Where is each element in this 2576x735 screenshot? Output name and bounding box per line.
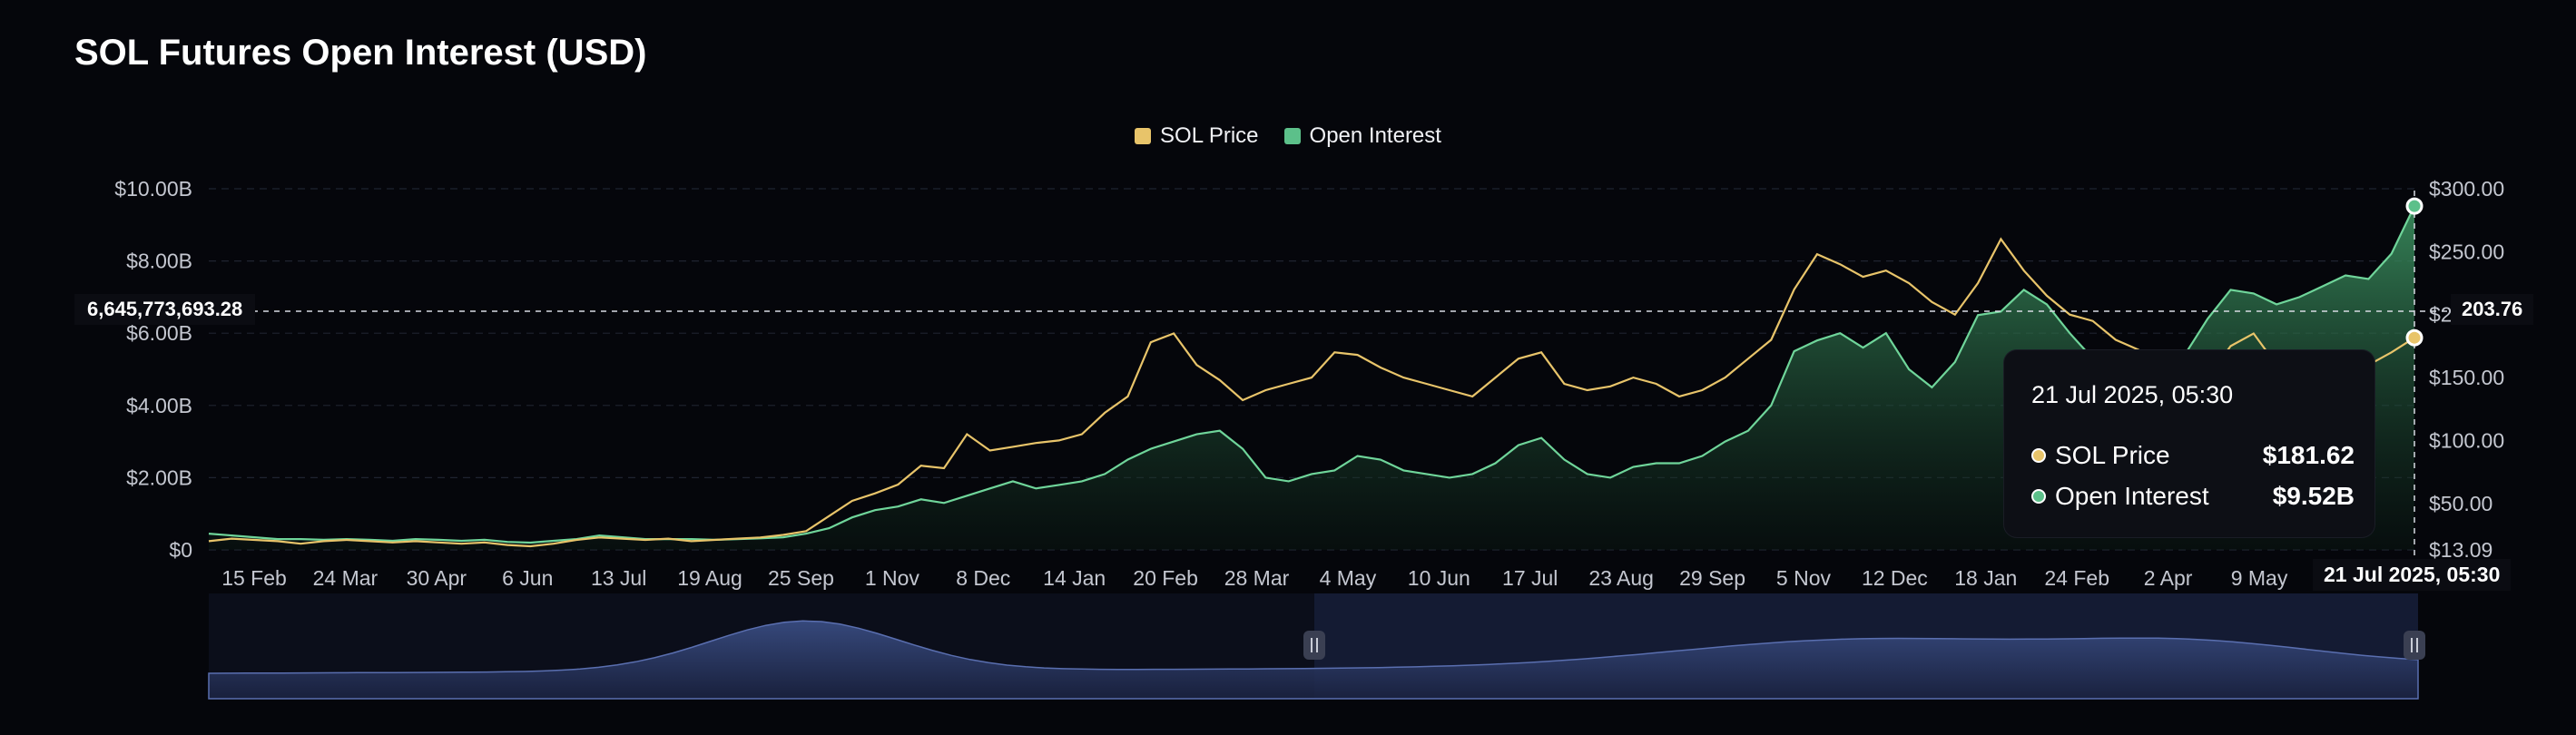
- x-tick-label: 8 Dec: [956, 566, 1010, 590]
- x-tick-label: 24 Feb: [2044, 566, 2109, 590]
- open-interest-area: [209, 206, 2414, 550]
- tooltip-row-open-interest: Open Interest $9.52B: [2031, 482, 2355, 511]
- y-left-tick-label: $2.00B: [126, 466, 192, 489]
- sol-price-marker: [2405, 328, 2424, 347]
- handle-grip[interactable]: [2404, 631, 2425, 660]
- crosshair-date-label: 21 Jul 2025, 05:30: [2313, 559, 2512, 591]
- handle-grip[interactable]: [1303, 631, 1325, 660]
- legend-swatch-sol-price: [1135, 128, 1152, 144]
- x-axis: 15 Feb 24 Mar 30 Apr 6 Jun 13 Jul 19 Aug 25 Se…: [221, 566, 2362, 590]
- navigator-area: [208, 620, 2419, 700]
- x-tick-label: 25 Sep: [768, 566, 834, 590]
- x-tick-label: 9 May: [2231, 566, 2288, 590]
- tooltip-value-sol-price: $181.62: [2262, 441, 2355, 469]
- legend-label-open-interest: Open Interest: [1309, 123, 1441, 148]
- y-right-tick-label: $150.00: [2429, 366, 2504, 389]
- y-right-tick-label: $50.00: [2429, 492, 2492, 515]
- y-right-tick-label: $300.00: [2429, 177, 2504, 201]
- x-tick-label: 13 Jul: [591, 566, 646, 590]
- x-tick-label: 12 Dec: [1862, 566, 1928, 590]
- open-interest-marker: [2405, 197, 2424, 215]
- tooltip-dot-sol-price: [2031, 448, 2046, 463]
- tooltip-label-sol-price: SOL Price: [2055, 441, 2170, 469]
- range-navigator[interactable]: [208, 593, 2425, 700]
- legend: SOL Price Open Interest: [0, 123, 2576, 149]
- x-tick-label: 5 Nov: [1776, 566, 1832, 590]
- x-tick-label: 14 Jan: [1043, 566, 1106, 590]
- x-tick-label: 19 Aug: [677, 566, 742, 590]
- navigator-handle-left[interactable]: [1303, 631, 1325, 660]
- y-left-tick-label: $10.00B: [114, 177, 192, 201]
- legend-item-sol-price[interactable]: SOL Price: [1135, 123, 1259, 149]
- sol-price-line: [208, 237, 2415, 548]
- y-axis-left: $0 $2.00B $4.00B $6.00B $8.00B $10.00B: [114, 177, 192, 562]
- x-tick-label: 23 Aug: [1588, 566, 1654, 590]
- y-left-tick-label: $4.00B: [126, 394, 192, 417]
- tooltip-value-open-interest: $9.52B: [2272, 482, 2355, 510]
- crosshair-left-label: 6,645,773,693.28: [74, 294, 256, 325]
- x-tick-label: 28 Mar: [1224, 566, 1290, 590]
- x-tick-label: 15 Feb: [221, 566, 287, 590]
- navigator-handle-right[interactable]: [2404, 631, 2425, 660]
- tooltip-dot-open-interest: [2031, 489, 2046, 504]
- x-tick-label: 6 Jun: [502, 566, 553, 590]
- tooltip: 21 Jul 2025, 05:30 SOL Price $181.62 Ope…: [2004, 350, 2374, 537]
- tooltip-title: 21 Jul 2025, 05:30: [2031, 381, 2234, 408]
- legend-label-sol-price: SOL Price: [1160, 123, 1259, 148]
- x-tick-label: 10 Jun: [1408, 566, 1470, 590]
- tooltip-label-open-interest: Open Interest: [2055, 482, 2209, 510]
- x-tick-label: 2 Apr: [2144, 566, 2193, 590]
- x-tick-label: 4 May: [1320, 566, 1377, 590]
- y-left-tick-label: $6.00B: [126, 321, 192, 345]
- page-title: SOL Futures Open Interest (USD): [74, 33, 647, 73]
- y-axis-right: $13.09$50.00$100.00$150.00$200.00$250.00…: [2429, 177, 2504, 562]
- x-tick-label: 17 Jul: [1502, 566, 1558, 590]
- x-tick-label: 24 Mar: [313, 566, 379, 590]
- y-right-tick-label: $250.00: [2429, 240, 2504, 263]
- x-tick-label: 20 Feb: [1133, 566, 1198, 590]
- legend-swatch-open-interest: [1283, 128, 1301, 144]
- y-right-tick-label: $100.00: [2429, 428, 2504, 452]
- x-tick-label: 1 Nov: [865, 566, 920, 590]
- y-right-tick-label: $13.09: [2429, 538, 2492, 562]
- x-tick-label: 30 Apr: [407, 566, 467, 590]
- x-tick-label: 18 Jan: [1954, 566, 2017, 590]
- legend-item-open-interest[interactable]: Open Interest: [1283, 123, 1441, 149]
- y-left-tick-label: $8.00B: [126, 250, 192, 273]
- crosshair-right-label: 203.76: [2451, 294, 2534, 325]
- tooltip-row-sol-price: SOL Price $181.62: [2031, 441, 2355, 470]
- y-left-tick-label: $0: [169, 538, 192, 562]
- x-tick-label: 29 Sep: [1679, 566, 1745, 590]
